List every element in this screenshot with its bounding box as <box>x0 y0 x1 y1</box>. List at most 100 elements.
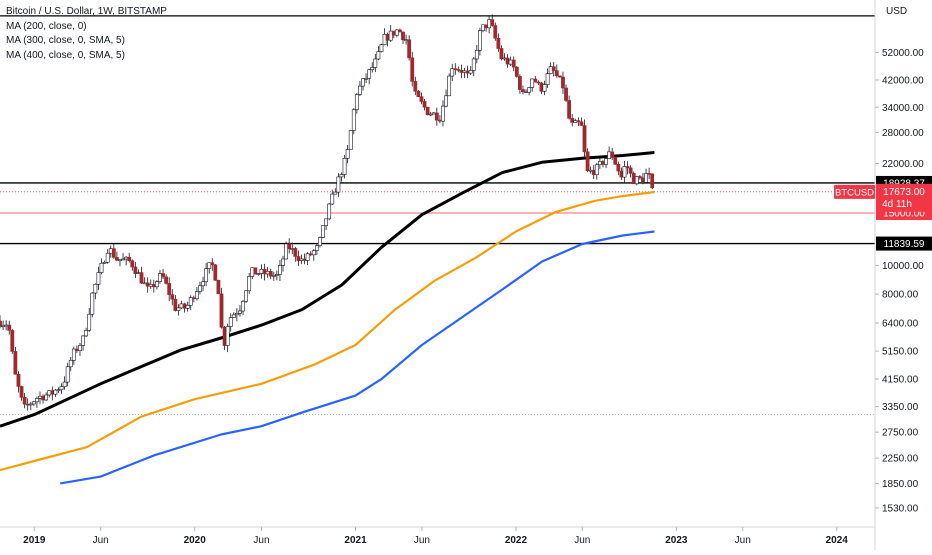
legend-study-ma400: MA (400, close, 0, SMA, 5) <box>6 49 125 61</box>
candle-body <box>231 314 236 318</box>
candle-body <box>118 259 122 262</box>
candle-body <box>548 66 553 74</box>
y-tick-label: 1530.00 <box>882 503 919 514</box>
candle-body <box>601 161 605 165</box>
candle-body <box>290 248 295 250</box>
candle-body <box>75 348 79 351</box>
y-tick-label: 8000.00 <box>882 290 919 301</box>
candle-body <box>53 389 58 395</box>
y-tick-label: 5150.00 <box>882 347 919 358</box>
candle-body <box>456 69 461 71</box>
y-tick-label: 2250.00 <box>882 454 919 465</box>
candle-body <box>22 397 27 405</box>
candle-body <box>71 348 76 361</box>
y-tick-label: 6400.00 <box>882 319 919 330</box>
candle-body <box>0 320 2 327</box>
candle-body <box>222 326 227 346</box>
y-tick-label: 22000.00 <box>882 159 924 170</box>
candle-body <box>256 273 261 275</box>
candle-body <box>204 268 209 283</box>
level-label: 11839.59 <box>884 239 925 250</box>
candle-body <box>631 173 636 185</box>
candle-body <box>511 59 516 68</box>
candle-body <box>62 381 67 388</box>
candle-body <box>185 304 190 309</box>
candle-body <box>213 264 218 281</box>
series-line-ma300 <box>0 190 655 472</box>
candle-body <box>102 261 107 264</box>
candle-body <box>56 389 61 391</box>
candle-body <box>438 119 442 122</box>
candle-body <box>253 267 258 275</box>
candle-body <box>194 291 199 300</box>
candle-body <box>274 274 279 276</box>
candle-body <box>28 403 33 406</box>
candle-body <box>173 298 178 311</box>
candle-body <box>13 351 18 375</box>
candle-body <box>16 373 21 387</box>
candle-body <box>425 106 430 116</box>
candle-body <box>219 293 224 328</box>
legend-study-ma300: MA (300, close, 0, SMA, 5) <box>6 35 125 46</box>
candle-body <box>4 324 9 327</box>
x-tick-label: 2020 <box>184 535 207 546</box>
countdown-label: 4d 11h <box>882 199 912 210</box>
horizontal-lines <box>0 15 875 416</box>
candle-body <box>481 24 485 32</box>
candle-body <box>201 281 205 287</box>
candle-body <box>619 170 624 178</box>
candle-body <box>68 359 73 368</box>
candle-body <box>308 253 313 256</box>
candle-body <box>207 262 212 269</box>
candle-body <box>115 257 119 261</box>
candle-body <box>318 237 322 246</box>
candle-body <box>99 262 104 273</box>
candle-body <box>133 266 138 274</box>
moving-averages <box>0 151 655 485</box>
candle-body <box>38 395 42 399</box>
candle-body <box>622 166 627 178</box>
candle-body <box>487 19 492 29</box>
candle-body <box>474 50 479 60</box>
candle-body <box>536 81 541 84</box>
candle-body <box>299 258 304 261</box>
candle-body <box>591 169 596 176</box>
candle-body <box>594 164 599 176</box>
candle-body <box>628 167 633 174</box>
candle-body <box>361 78 365 87</box>
y-tick-label: 52000.00 <box>882 48 924 59</box>
candle-body <box>228 317 233 327</box>
candle-body <box>573 120 578 123</box>
candle-body <box>394 29 399 36</box>
candle-body <box>293 248 298 257</box>
candle-body <box>376 51 381 60</box>
candle-body <box>19 386 24 398</box>
candle-body <box>508 59 513 65</box>
candle-body <box>148 283 153 287</box>
candle-body <box>191 297 196 300</box>
candle-body <box>31 401 36 405</box>
candle-body <box>154 281 159 288</box>
candle-body <box>625 166 630 169</box>
candle-body <box>342 158 347 175</box>
candle-body <box>441 105 445 122</box>
candle-body <box>557 75 562 78</box>
candle-body <box>367 69 372 79</box>
candle-body <box>370 67 375 71</box>
candle-body <box>616 163 621 172</box>
candle-body <box>348 130 353 150</box>
candle-body <box>47 390 52 396</box>
candle-body <box>379 44 384 52</box>
candle-body <box>641 177 645 183</box>
candle-body <box>324 218 328 226</box>
candle-body <box>96 272 101 285</box>
candle-body <box>81 335 85 346</box>
candle-body <box>373 58 378 68</box>
chart-legend: Bitcoin / U.S. Dollar, 1W, BITSTAMP MA (… <box>6 5 167 63</box>
candle-body <box>108 248 113 254</box>
candle-body <box>564 87 568 101</box>
candle-body <box>493 25 498 39</box>
